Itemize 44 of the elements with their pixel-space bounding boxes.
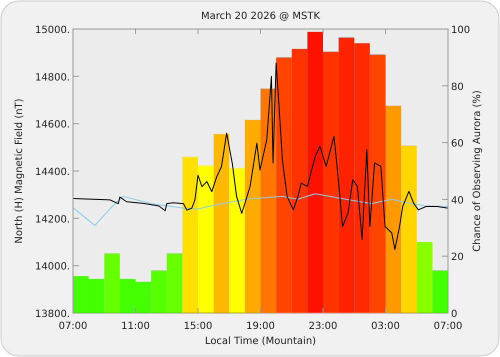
x-tick-label: 07:00 [434, 321, 462, 332]
bar [386, 106, 402, 313]
bar [323, 52, 339, 313]
y2-tick-label: 80 [451, 82, 464, 93]
y2-tick-label: 20 [451, 252, 464, 264]
x-axis-title: Local Time (Mountain) [204, 336, 316, 347]
bar [416, 242, 432, 313]
bar [214, 134, 230, 313]
line-series [72, 193, 448, 226]
line-series [72, 62, 448, 250]
chart-title: March 20 2026 @ MSTK [200, 11, 320, 22]
bar [244, 120, 260, 313]
y-tick-label: 14200. [35, 214, 70, 226]
bar [260, 88, 276, 313]
bar [198, 165, 214, 313]
x-tick-label: 15:00 [184, 321, 212, 332]
y-tick-label: 13800. [35, 309, 70, 320]
bar [104, 253, 120, 313]
x-tick-label: 03:00 [371, 321, 400, 332]
x-tick-label: 07:00 [58, 321, 88, 332]
bar [370, 54, 386, 313]
x-tick-label: 11:00 [121, 321, 150, 332]
bar [229, 168, 245, 313]
y2-tick-label: 60 [451, 138, 464, 150]
y-axis-title: North (H) Magnetic Field (nT) [14, 98, 25, 244]
bar [401, 145, 417, 313]
y-tick-label: 14600. [35, 120, 70, 131]
y-tick-label: 14000. [35, 262, 70, 273]
y-tick-label: 14800. [35, 72, 70, 84]
y2-axis-title: Chance of Observing Aurora (%) [472, 90, 483, 252]
bar [151, 270, 167, 313]
y-tick-label: 15000. [35, 25, 70, 36]
y2-tick-label: 0 [451, 309, 458, 320]
y2-tick-label: 40 [451, 195, 464, 206]
bar [166, 253, 182, 313]
bar [292, 48, 308, 313]
y2-tick-label: 100 [451, 25, 470, 36]
bar [432, 270, 448, 313]
bar [182, 156, 198, 313]
bar [307, 32, 323, 313]
x-tick-label: 23:00 [308, 321, 338, 332]
x-tick-label: 19:00 [246, 321, 275, 332]
bar [276, 57, 292, 313]
y-tick-label: 14400. [35, 167, 70, 178]
